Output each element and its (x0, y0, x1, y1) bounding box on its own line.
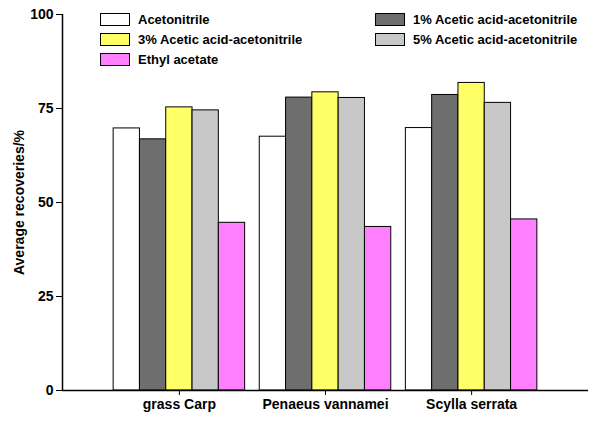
svg-text:100: 100 (30, 6, 54, 22)
html-text:1% Acetic acid-acetonitrile: 1% Acetic acid-acetonitrile (413, 12, 578, 27)
svg-text:50: 50 (38, 194, 54, 210)
html-text:Ethyl acetate: Ethyl acetate (138, 52, 219, 67)
html-text:5% Acetic acid-acetonitrile: 5% Acetic acid-acetonitrile (413, 32, 578, 47)
svg-text:75: 75 (38, 100, 54, 116)
svg-text:25: 25 (38, 288, 54, 304)
svg-text:0: 0 (46, 382, 54, 398)
svg-text:grass Carp: grass Carp (143, 396, 216, 412)
svg-text:Average recoveries/%: Average recoveries/% (11, 129, 27, 275)
html-text:3% Acetic acid-acetonitrile: 3% Acetic acid-acetonitrile (138, 32, 303, 47)
svg-text:Penaeus vannamei: Penaeus vannamei (262, 396, 388, 412)
svg-text:Scylla serrata: Scylla serrata (426, 396, 517, 412)
html-text:Acetonitrile: Acetonitrile (138, 12, 210, 27)
